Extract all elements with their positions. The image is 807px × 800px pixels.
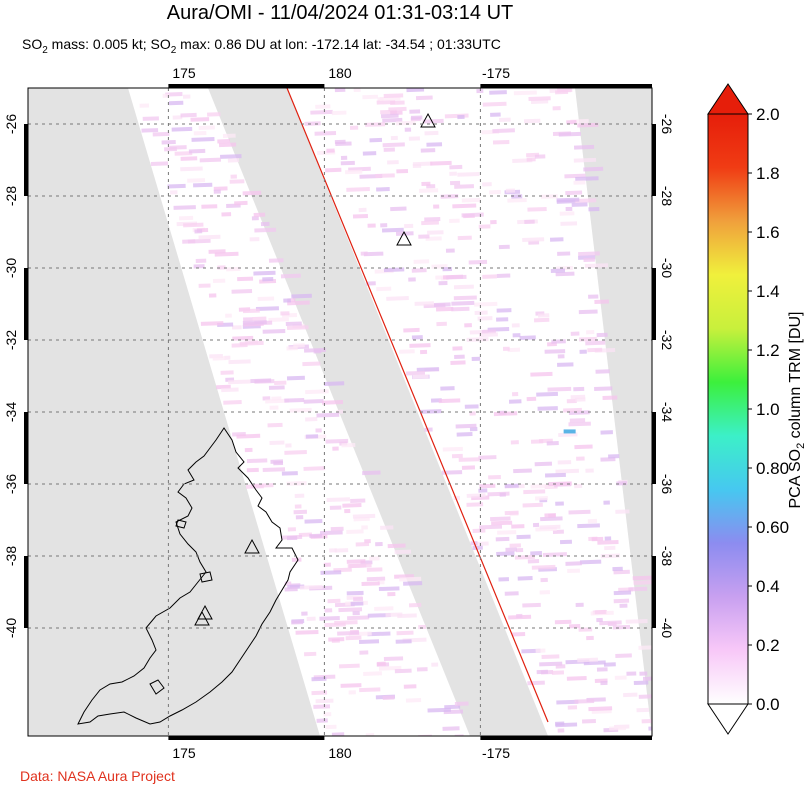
- subtitle-sub-2: 2: [170, 44, 177, 56]
- lat-tick-left: -32: [3, 330, 19, 350]
- colorbar-tick-label: 1.8: [756, 164, 780, 183]
- lat-tick-left: -28: [3, 186, 19, 206]
- map-frame-bars: [24, 84, 656, 740]
- lat-tick-right: -36: [659, 474, 675, 494]
- colorbar-tick-label: 0.60: [756, 518, 789, 537]
- lat-axis-right: -26 -28 -30 -32 -34 -36 -38 -40: [659, 114, 675, 638]
- colorbar-tick-label: 1.0: [756, 400, 780, 419]
- frame-bar-left: [24, 124, 28, 196]
- frame-bar-right: [652, 556, 656, 628]
- lon-tick-bottom: 180: [328, 745, 352, 761]
- frame-bar-bottom: [168, 736, 325, 740]
- lat-tick-left: -40: [3, 618, 19, 638]
- frame-bar-right: [652, 124, 656, 196]
- subtitle-mass: mass: 0.005 kt; SO: [47, 36, 171, 52]
- lat-tick-left: -26: [3, 114, 19, 134]
- map-title: Aura/OMI - 11/04/2024 01:31-03:14 UT: [166, 2, 514, 24]
- colorbar-title-sub: 2: [795, 443, 807, 449]
- map-area: [28, 88, 652, 736]
- data-credit: Data: NASA Aura Project: [20, 768, 175, 784]
- lat-tick-right: -26: [659, 114, 675, 134]
- lon-tick-bottom: 175: [172, 745, 196, 761]
- no-data-swath-west: [28, 88, 320, 736]
- colorbar: 2.0 1.8 1.6 1.4 1.2 1.0 0.80 0.60 0.4 0.2 0.0 PCA …: [707, 83, 807, 735]
- lon-tick-top: -175: [482, 65, 510, 81]
- colorbar-title: PCA SO2 column TRM [DU]: [787, 312, 807, 509]
- coastline-north-island: [77, 427, 299, 725]
- frame-bar-left: [24, 412, 28, 484]
- frame-bar-top: [480, 84, 652, 88]
- colorbar-tick-label: 0.4: [756, 577, 780, 596]
- map-gridlines: [28, 88, 652, 736]
- lon-tick-top: 180: [328, 65, 352, 81]
- frame-bar-right: [652, 412, 656, 484]
- lon-axis-bottom: 175 180 -175: [172, 745, 510, 761]
- so2-data-pixels: [139, 88, 652, 736]
- frame-bar-left: [24, 268, 28, 340]
- colorbar-tick-label: 2.0: [756, 105, 780, 124]
- colorbar-tick-label: 0.2: [756, 636, 780, 655]
- frame-bar-bottom: [480, 736, 652, 740]
- coastline-islet-1: [175, 519, 187, 529]
- lat-tick-left: -38: [3, 546, 19, 566]
- volcano-marker: [194, 610, 210, 626]
- no-data-swath-east: [575, 88, 652, 736]
- volcano-marker: [420, 112, 436, 128]
- colorbar-tick-label: 0.0: [756, 695, 780, 714]
- colorbar-min-arrow: [707, 703, 749, 735]
- colorbar-tick-label: 1.2: [756, 341, 780, 360]
- colorbar-gradient: [707, 113, 749, 705]
- lat-axis-left: -26 -28 -30 -32 -34 -36 -38 -40: [3, 114, 19, 638]
- colorbar-ticks: 2.0 1.8 1.6 1.4 1.2 1.0 0.80 0.60 0.4 0.2 0.0: [748, 105, 789, 714]
- colorbar-title-prefix: PCA SO: [787, 449, 804, 509]
- swath-boundary-line: [286, 88, 549, 723]
- frame-bar-top: [168, 84, 325, 88]
- colorbar-tick-label: 1.4: [756, 282, 780, 301]
- coastline-islet-2: [149, 679, 165, 695]
- lat-tick-right: -40: [659, 618, 675, 638]
- map-subtitle: SO2 mass: 0.005 kt; SO2 max: 0.86 DU at …: [22, 36, 501, 56]
- colorbar-title-suffix: column TRM [DU]: [787, 312, 804, 443]
- subtitle-sub-1: 2: [42, 44, 48, 56]
- frame-bar-left: [24, 556, 28, 628]
- lat-tick-right: -34: [659, 402, 675, 422]
- lon-tick-bottom: -175: [482, 745, 510, 761]
- colorbar-tick-label: 1.6: [756, 223, 780, 242]
- lake-taupo: [199, 571, 213, 583]
- lon-axis-top: 175 180 -175: [172, 65, 510, 81]
- lat-tick-right: -32: [659, 330, 675, 350]
- lat-tick-left: -34: [3, 402, 19, 422]
- lat-tick-left: -30: [3, 258, 19, 278]
- lat-tick-right: -28: [659, 186, 675, 206]
- lat-tick-right: -38: [659, 546, 675, 566]
- lat-tick-right: -30: [659, 258, 675, 278]
- frame-bar-right: [652, 268, 656, 340]
- volcano-marker: [396, 230, 412, 246]
- colorbar-tick-label: 0.80: [756, 459, 789, 478]
- lat-tick-left: -36: [3, 474, 19, 494]
- lon-tick-top: 175: [172, 65, 196, 81]
- subtitle-so2: SO: [22, 36, 43, 52]
- colorbar-max-arrow: [707, 83, 749, 115]
- so2-max-pixel: [563, 429, 576, 434]
- subtitle-max: max: 0.86 DU at lon: -172.14 lat: -34.54…: [176, 36, 501, 52]
- volcano-marker: [244, 538, 260, 554]
